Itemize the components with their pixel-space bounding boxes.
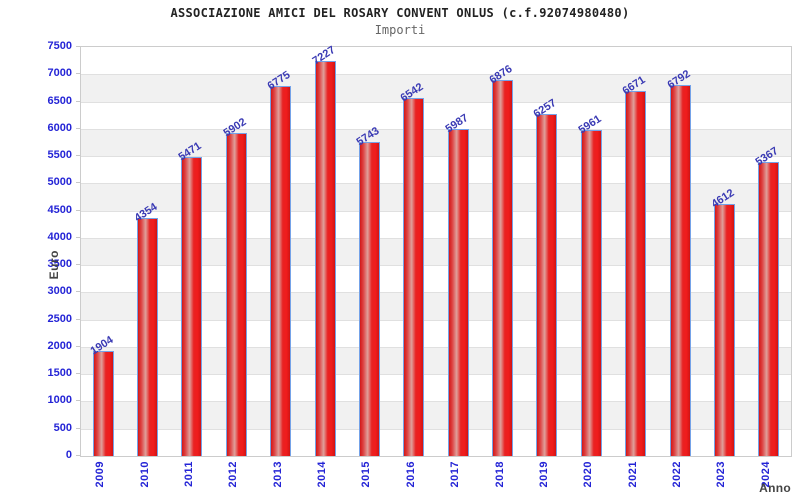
y-tick-mark	[76, 127, 80, 129]
x-tick-label: 2019	[537, 461, 550, 488]
bar-2014	[314, 60, 336, 456]
y-tick-mark	[76, 236, 80, 238]
gridline	[81, 319, 791, 321]
y-tick-label: 2500	[47, 312, 72, 325]
y-tick-mark	[76, 345, 80, 347]
y-tick-mark	[76, 182, 80, 184]
y-tick-mark	[76, 373, 80, 375]
bar-2022	[669, 84, 691, 456]
y-tick-mark	[76, 427, 80, 429]
x-tick-label: 2010	[138, 461, 151, 488]
y-tick-mark	[76, 73, 80, 75]
bar-2015	[358, 141, 380, 456]
gridline	[81, 128, 791, 130]
y-tick-mark	[76, 264, 80, 266]
bar-2011	[181, 156, 203, 456]
x-tick-label: 2013	[271, 461, 284, 488]
y-tick-label: 4500	[47, 203, 72, 216]
x-tick-label: 2021	[626, 461, 639, 488]
x-tick-label: 2023	[715, 461, 728, 488]
y-tick-mark	[76, 400, 80, 402]
y-tick-label: 3500	[47, 258, 72, 271]
gridline	[81, 101, 791, 103]
y-tick-mark	[76, 155, 80, 157]
y-tick-label: 6000	[47, 121, 72, 134]
x-tick-label: 2015	[360, 461, 373, 488]
y-tick-mark	[76, 209, 80, 211]
gridline	[81, 237, 791, 239]
x-tick-label: 2016	[404, 461, 417, 488]
bar-2021	[625, 91, 647, 456]
plot-area: 1904 4354 5471 5902 6775 7227 5743 6542 5987 6876…	[80, 44, 792, 457]
gridline	[81, 292, 791, 294]
y-tick-mark	[76, 100, 80, 102]
y-tick-label: 1500	[47, 367, 72, 380]
bar-2012	[225, 133, 247, 456]
gridline	[81, 265, 791, 267]
x-tick-label: 2017	[449, 461, 462, 488]
gridline	[81, 401, 791, 403]
y-tick-label: 500	[53, 421, 72, 434]
bar-2017	[447, 128, 469, 456]
x-tick-label: 2022	[671, 461, 684, 488]
x-axis-title: Anno	[759, 481, 791, 495]
chart-title: ASSOCIAZIONE AMICI DEL ROSARY CONVENT ON…	[170, 6, 630, 20]
y-tick-label: 5500	[47, 149, 72, 162]
gridline	[81, 74, 791, 76]
bar-2020	[580, 129, 602, 456]
x-tick-label: 2014	[316, 461, 329, 488]
y-tick-label: 6500	[47, 94, 72, 107]
y-tick-label: 7500	[47, 40, 72, 52]
y-tick-mark	[76, 291, 80, 293]
chart-subtitle: Importi	[374, 23, 426, 37]
gridline	[81, 210, 791, 212]
bar-2023	[713, 203, 735, 456]
x-tick-label: 2012	[227, 461, 240, 488]
x-tick-label: 2020	[582, 461, 595, 488]
bar-2016	[403, 98, 425, 456]
y-tick-mark	[76, 318, 80, 320]
gridline	[81, 346, 791, 348]
bar-2018	[492, 80, 514, 456]
gridline	[81, 374, 791, 376]
y-tick-label: 2000	[47, 339, 72, 352]
y-tick-label: 1000	[47, 394, 72, 407]
y-tick-label: 7000	[47, 67, 72, 80]
y-tick-label: 0	[65, 449, 72, 461]
bar-2013	[270, 85, 292, 456]
x-tick-label: 2009	[94, 461, 107, 488]
bar-2009	[92, 351, 114, 456]
bar-2010	[137, 217, 159, 456]
y-tick-label: 3000	[47, 285, 72, 298]
bar-2019	[536, 113, 558, 456]
y-tick-mark	[76, 455, 80, 456]
gridline	[81, 156, 791, 158]
gridline	[81, 183, 791, 185]
gridline	[81, 428, 791, 430]
y-tick-label: 5000	[47, 176, 72, 189]
bar-2024	[758, 162, 780, 456]
x-tick-label: 2011	[182, 461, 195, 487]
x-tick-label: 2018	[493, 461, 506, 488]
y-tick-mark	[76, 46, 80, 47]
y-tick-label: 4000	[47, 230, 72, 243]
y-axis-title: Euro	[47, 250, 61, 280]
